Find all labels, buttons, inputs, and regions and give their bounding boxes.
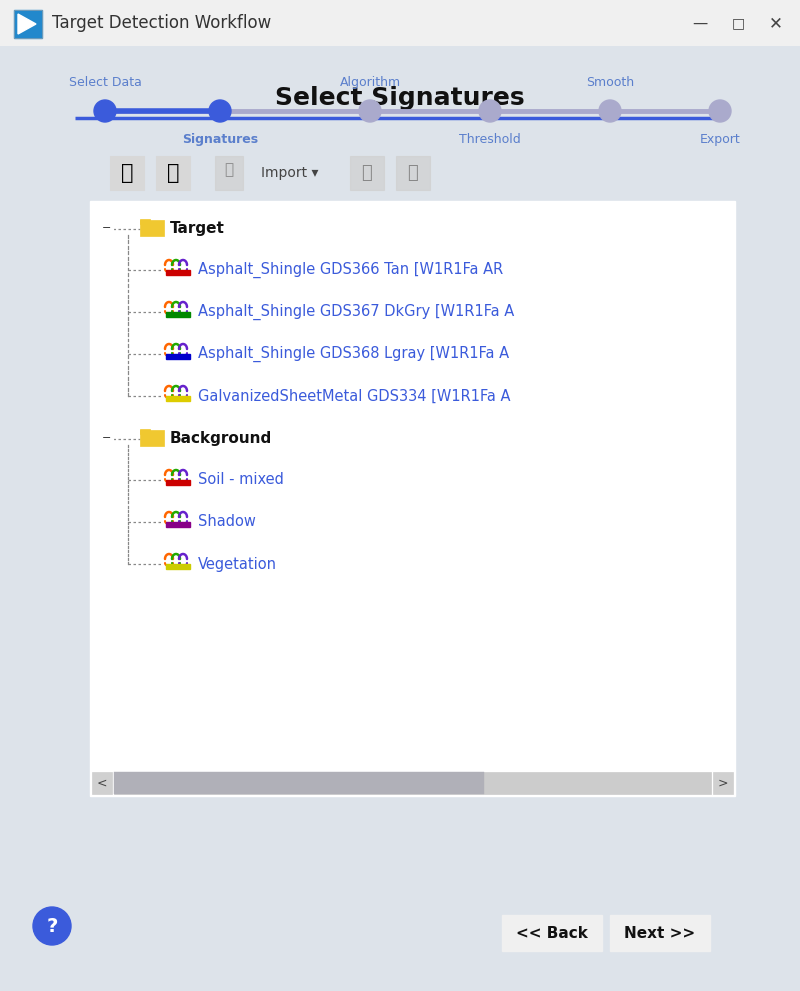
Text: Import ▾: Import ▾ — [261, 166, 318, 180]
Text: Background: Background — [170, 430, 272, 446]
Bar — [140, 219, 150, 224]
Bar — [713, 772, 733, 794]
Text: Smooth: Smooth — [586, 76, 634, 89]
Bar — [14, 10, 42, 38]
Circle shape — [709, 100, 731, 122]
Bar — [110, 156, 144, 190]
Text: 📁: 📁 — [225, 163, 234, 177]
Text: Export: Export — [700, 133, 740, 146]
Circle shape — [483, 104, 497, 118]
Circle shape — [713, 104, 727, 118]
Bar — [114, 772, 484, 794]
Text: 📋: 📋 — [362, 164, 372, 182]
Bar — [114, 772, 711, 794]
Bar — [166, 354, 190, 359]
Circle shape — [94, 100, 116, 122]
Circle shape — [359, 100, 381, 122]
Text: □: □ — [731, 16, 745, 30]
Bar — [100, 222, 113, 235]
Circle shape — [599, 100, 621, 122]
Bar — [166, 480, 190, 485]
Text: −: − — [102, 433, 111, 444]
Circle shape — [479, 100, 501, 122]
Text: ?: ? — [46, 917, 58, 936]
Bar — [166, 396, 190, 401]
Bar — [166, 312, 190, 317]
Bar — [215, 156, 243, 190]
Circle shape — [98, 104, 112, 118]
Bar — [0, 0, 800, 46]
Text: Vegetation: Vegetation — [198, 557, 277, 572]
Bar — [156, 156, 190, 190]
Text: Target: Target — [170, 221, 225, 236]
Bar — [166, 564, 190, 569]
Text: —: — — [692, 16, 708, 31]
Circle shape — [33, 907, 71, 945]
Text: >: > — [718, 777, 728, 790]
Text: Select Data: Select Data — [69, 76, 142, 89]
Text: Asphalt_Shingle GDS367 DkGry [W1R1Fa A: Asphalt_Shingle GDS367 DkGry [W1R1Fa A — [198, 304, 514, 320]
Text: Soil - mixed: Soil - mixed — [198, 473, 284, 488]
Bar — [100, 432, 113, 445]
Circle shape — [363, 104, 377, 118]
Text: << Back: << Back — [516, 926, 588, 940]
Text: −: − — [102, 224, 111, 234]
Text: Select Signatures: Select Signatures — [275, 86, 525, 110]
Circle shape — [209, 100, 231, 122]
Bar — [14, 10, 42, 38]
Bar — [140, 430, 164, 446]
Polygon shape — [18, 14, 36, 34]
Text: 📊: 📊 — [408, 164, 418, 182]
Text: 📂: 📂 — [166, 163, 179, 183]
FancyBboxPatch shape — [502, 915, 602, 951]
Text: Shadow: Shadow — [198, 514, 256, 529]
Text: Asphalt_Shingle GDS366 Tan [W1R1Fa AR: Asphalt_Shingle GDS366 Tan [W1R1Fa AR — [198, 262, 503, 278]
Bar — [396, 156, 430, 190]
Bar — [90, 201, 735, 796]
Text: Signatures: Signatures — [182, 133, 258, 146]
Bar — [140, 220, 164, 236]
Bar — [92, 772, 112, 794]
Circle shape — [213, 104, 227, 118]
Bar — [140, 429, 150, 434]
Text: Asphalt_Shingle GDS368 Lgray [W1R1Fa A: Asphalt_Shingle GDS368 Lgray [W1R1Fa A — [198, 346, 509, 362]
Text: Next >>: Next >> — [625, 926, 695, 940]
Text: <: < — [97, 777, 107, 790]
Text: GalvanizedSheetMetal GDS334 [W1R1Fa A: GalvanizedSheetMetal GDS334 [W1R1Fa A — [198, 388, 510, 403]
Bar — [166, 270, 190, 275]
Bar — [166, 522, 190, 527]
Circle shape — [603, 104, 617, 118]
Text: 💾: 💾 — [121, 163, 134, 183]
Text: Algorithm: Algorithm — [339, 76, 401, 89]
Text: Threshold: Threshold — [459, 133, 521, 146]
Text: ✕: ✕ — [769, 14, 783, 32]
Text: Target Detection Workflow: Target Detection Workflow — [52, 14, 271, 32]
Bar — [350, 156, 384, 190]
FancyBboxPatch shape — [610, 915, 710, 951]
